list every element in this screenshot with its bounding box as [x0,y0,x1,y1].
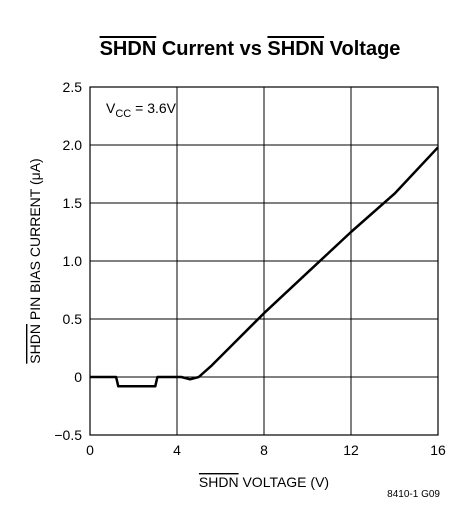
y-tick-label: 0 [74,369,82,385]
title-part: SHDN [267,38,324,60]
data-line [90,146,439,388]
title-part: SHDN [100,38,157,60]
title-part: Current vs [156,38,267,60]
label-part: SHDN [199,474,239,490]
label-part: VOLTAGE (V) [239,474,330,490]
title-part: Voltage [324,38,400,60]
y-tick-label: 2.0 [63,137,83,153]
chart-title: SHDN Current vs SHDN Voltage [100,38,401,60]
y-tick-label: −0.5 [54,427,82,443]
annotation-part: = 3.6V [131,100,176,116]
label-part: PIN BIAS CURRENT (μA) [27,158,43,324]
x-axis-label: SHDN VOLTAGE (V) [199,474,329,490]
x-tick-label: 0 [86,442,94,458]
y-tick-label: 1.0 [63,253,83,269]
label-part: SHDN [27,324,43,364]
y-tick-label: 0.5 [63,311,83,327]
y-axis-label: SHDN PIN BIAS CURRENT (μA) [27,158,43,363]
annotation-part: V [106,100,116,116]
x-tick-label: 4 [173,442,181,458]
plot-frame [89,86,439,436]
x-tick-label: 12 [343,442,359,458]
footnote: 8410-1 G09 [387,489,440,500]
y-tick-label: 2.5 [63,79,83,95]
x-tick-label: 8 [260,442,268,458]
annotation-part: CC [115,108,131,120]
x-tick-label: 16 [430,442,446,458]
annotation: VCC = 3.6V [106,100,177,120]
y-tick-label: 1.5 [63,195,83,211]
